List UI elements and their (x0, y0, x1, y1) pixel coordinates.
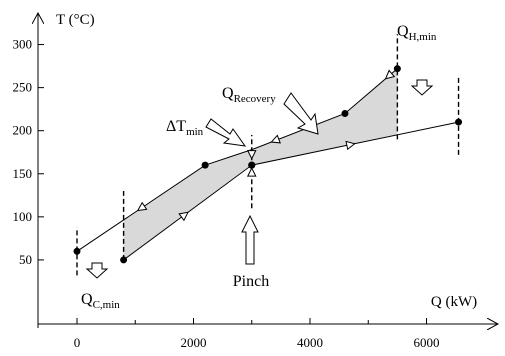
cold-flow-marker (345, 140, 356, 151)
q-recovery-label: QRecovery (222, 85, 276, 105)
x-tick-label: 0 (74, 335, 81, 350)
y-tick-label: 200 (13, 123, 33, 138)
hot-flow-marker (136, 201, 148, 212)
cold-flow-marker (178, 211, 189, 222)
y-tick-label: 250 (13, 80, 33, 95)
x-tick-label: 4000 (297, 335, 323, 350)
pinch-down-marker (246, 150, 257, 160)
pinch-up-arrow (241, 214, 259, 265)
hot-curve-point (73, 247, 81, 255)
hot-curve-point (341, 109, 349, 117)
y-tick-label: 300 (13, 37, 33, 52)
qh-min-down-arrow (410, 79, 434, 96)
hot-composite-curve (76, 68, 398, 252)
q-recovery-arrow (283, 92, 319, 135)
curve-points (73, 65, 463, 264)
x-tick-label: 6000 (414, 335, 440, 350)
qh-min-label: QH,min (397, 23, 437, 43)
pinch-label: Pinch (233, 273, 269, 290)
cold-curve-point (455, 118, 463, 126)
x-axis-ticks: 0 2000 4000 6000 (74, 318, 440, 350)
hot-curve-point (393, 65, 401, 73)
delta-t-min-label: ΔTmin (166, 118, 204, 138)
x-axis-label: Q (kW) (431, 294, 477, 310)
hot-flow-marker (270, 134, 281, 144)
pinch-point (248, 161, 256, 169)
hot-curve-point (201, 161, 209, 169)
y-tick-label: 50 (19, 252, 32, 267)
qc-min-down-arrow (85, 262, 109, 279)
pinch-up-marker (246, 167, 257, 177)
hot-flow-marker (384, 69, 396, 80)
qc-min-label: QC,min (81, 291, 120, 311)
y-tick-label: 150 (13, 166, 33, 181)
x-tick-label: 2000 (181, 335, 207, 350)
curve-direction-marks (136, 69, 396, 222)
y-tick-label: 100 (13, 209, 33, 224)
y-axis-label: T (°C) (56, 12, 95, 28)
cold-curve-point (120, 256, 128, 264)
delta-t-min-arrow (205, 118, 247, 147)
y-axis-ticks: 50 100 150 200 250 300 (13, 37, 44, 267)
